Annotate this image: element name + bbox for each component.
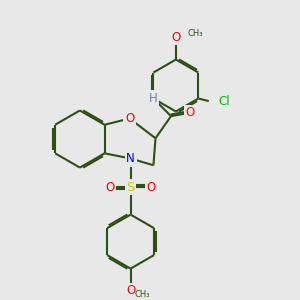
Text: CH₃: CH₃ bbox=[134, 290, 150, 299]
Text: O: O bbox=[171, 31, 181, 44]
Text: O: O bbox=[125, 112, 134, 125]
Text: Cl: Cl bbox=[218, 95, 230, 108]
Text: H: H bbox=[149, 92, 158, 105]
Text: O: O bbox=[186, 106, 195, 119]
Text: CH₃: CH₃ bbox=[187, 29, 203, 38]
Text: O: O bbox=[105, 181, 114, 194]
Text: O: O bbox=[147, 181, 156, 194]
Text: N: N bbox=[126, 152, 135, 165]
Text: S: S bbox=[126, 181, 135, 194]
Text: O: O bbox=[126, 284, 135, 298]
